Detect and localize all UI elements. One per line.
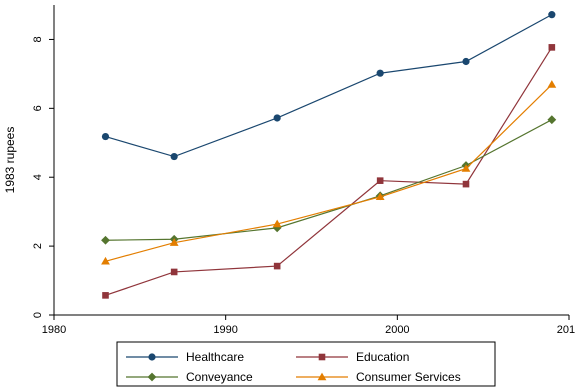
data-point (101, 256, 110, 265)
data-point (169, 238, 179, 246)
series-2 (101, 115, 557, 245)
data-point (547, 115, 557, 125)
series-line (105, 84, 553, 262)
x-tick-label: 2000 (385, 324, 409, 336)
data-point (170, 268, 178, 276)
x-tick-label: 1990 (213, 324, 237, 336)
legend-item: Conveyance (126, 370, 253, 384)
legend-marker (318, 353, 326, 361)
legend-label: Education (356, 350, 409, 364)
legend-item: Healthcare (126, 350, 244, 364)
data-point (101, 235, 110, 245)
legend-marker (148, 353, 156, 361)
legend-item: Education (296, 350, 409, 364)
data-point (548, 11, 556, 19)
data-point (273, 262, 281, 270)
y-tick-label: 2 (32, 243, 44, 249)
data-point (101, 132, 110, 141)
data-point (462, 57, 470, 66)
series-3 (101, 80, 557, 265)
data-point (273, 114, 281, 122)
data-point (375, 192, 385, 201)
legend-label: Conveyance (186, 370, 253, 384)
data-point (548, 44, 556, 51)
y-tick-label: 6 (32, 105, 44, 111)
data-point (376, 69, 384, 77)
data-point (102, 292, 109, 299)
legend-box (116, 341, 496, 387)
series-0 (101, 11, 556, 161)
legend: Healthcare Education Conveyance Consumer Se… (116, 341, 496, 387)
series-line (105, 119, 553, 241)
data-point (462, 180, 470, 188)
series-layer (101, 11, 557, 299)
y-tick-label: 4 (32, 174, 44, 180)
legend-label: Healthcare (186, 350, 244, 364)
data-point (547, 80, 557, 88)
axes: 0 2 4 6 8 1980 1990 2000 2010 1983 rupees (3, 5, 575, 336)
legend-item: Consumer Services (296, 370, 461, 384)
data-point (461, 164, 471, 172)
x-tick-label: 1980 (42, 324, 66, 336)
y-tick-label: 8 (32, 36, 44, 42)
series-line (105, 14, 553, 158)
y-axis-title: 1983 rupees (3, 127, 17, 194)
data-point (170, 152, 178, 161)
y-tick-label: 0 (32, 312, 44, 318)
x-tick-label: 2010 (557, 324, 575, 336)
legend-marker (317, 372, 327, 381)
data-point (272, 219, 282, 228)
legend-marker (147, 372, 157, 382)
data-point (376, 177, 384, 184)
series-1 (102, 44, 556, 299)
series-line (105, 47, 553, 296)
legend-label: Consumer Services (356, 370, 461, 384)
